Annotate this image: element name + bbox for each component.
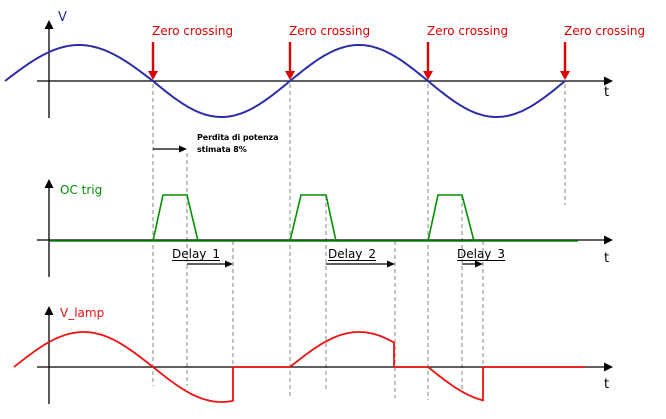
power-loss-line2: stimata 8% [197, 145, 247, 154]
power-loss-note: Perdita di potenza stimata 8% [197, 132, 278, 156]
time-axis-label: t [604, 377, 610, 392]
trigger-axis-label: OC trig [60, 183, 103, 197]
source-axis-label: V [58, 10, 67, 25]
power-loss-line1: Perdita di potenza [197, 133, 279, 142]
time-axis-label: t [604, 251, 610, 266]
dashed-guides [152, 84, 566, 400]
zero-crossing-arrows [148, 42, 570, 80]
annotation-arrows [153, 145, 483, 268]
source-sine-wave [4, 44, 566, 118]
lamp-wave [13, 331, 585, 403]
zero-crossing-label: Zero crossing [427, 24, 509, 38]
trigger-wave [50, 194, 578, 242]
axes [37, 20, 613, 404]
time-axis-label: t [604, 85, 610, 100]
zero-crossing-label: Zero crossing [289, 24, 371, 38]
delay-3-label: Delay_3 [457, 247, 506, 261]
lamp-axis-label: V_lamp [60, 306, 105, 320]
delay-1-label: Delay_1 [172, 247, 221, 261]
zero-crossing-label: Zero crossing [152, 24, 234, 38]
delay-2-label: Delay_2 [328, 247, 377, 261]
zero-crossing-label: Zero crossing [564, 24, 646, 38]
